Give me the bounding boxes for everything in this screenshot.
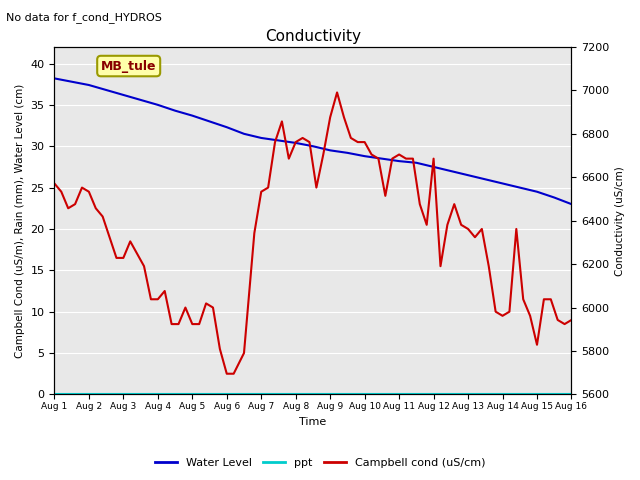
X-axis label: Time: Time [300, 417, 326, 427]
Legend: Water Level, ppt, Campbell cond (uS/cm): Water Level, ppt, Campbell cond (uS/cm) [150, 453, 490, 472]
Title: Conductivity: Conductivity [265, 29, 361, 44]
Y-axis label: Campbell Cond (uS/m), Rain (mm), Water Level (cm): Campbell Cond (uS/m), Rain (mm), Water L… [15, 84, 25, 358]
Y-axis label: Conductivity (uS/cm): Conductivity (uS/cm) [615, 166, 625, 276]
Text: No data for f_cond_HYDROS: No data for f_cond_HYDROS [6, 12, 163, 23]
Text: MB_tule: MB_tule [101, 60, 156, 72]
